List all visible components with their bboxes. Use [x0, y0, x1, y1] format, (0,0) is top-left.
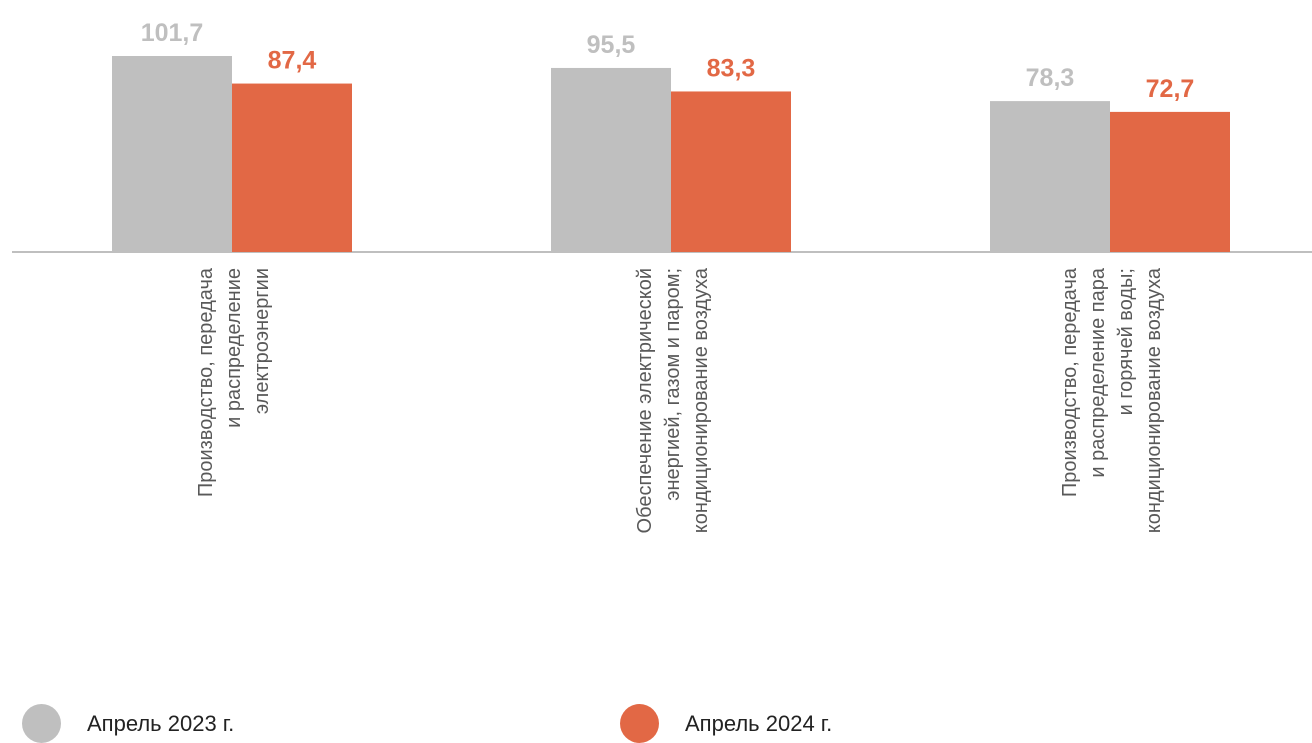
data-label-2023-2: 95,5 — [587, 31, 636, 59]
category-label-1-line-2: и распределение — [223, 268, 245, 428]
data-label-2024-2: 83,3 — [707, 54, 756, 82]
category-label-3-line-2: и распределение пара — [1087, 267, 1109, 478]
bar-2024-2 — [671, 91, 791, 253]
bar-2023-2 — [551, 67, 671, 252]
category-label-3-line-4: кондиционирование воздуха — [1143, 267, 1165, 533]
category-label-1-line-1: Производство, передача — [195, 267, 217, 497]
data-label-2023-3: 78,3 — [1026, 64, 1075, 92]
category-label-3-line-3: и горячей воды; — [1115, 268, 1137, 415]
legend-marker-2024 — [620, 704, 659, 743]
bar-2023-1 — [112, 56, 232, 252]
legend-marker-2023 — [22, 704, 61, 743]
category-label-1-line-3: электроэнергии — [251, 268, 273, 414]
category-label-3-line-1: Производство, передача — [1059, 267, 1081, 497]
bar-2023-3 — [990, 101, 1110, 252]
data-label-2024-3: 72,7 — [1146, 75, 1195, 103]
legend-item-2023: Апрель 2023 г. — [22, 704, 234, 743]
data-label-2024-1: 87,4 — [268, 47, 317, 75]
bar-2024-3 — [1110, 111, 1230, 253]
data-label-2023-1: 101,7 — [141, 19, 204, 47]
legend-label-2023: Апрель 2023 г. — [87, 710, 235, 736]
legend-label-2024: Апрель 2024 г. — [685, 710, 833, 736]
legend-item-2024: Апрель 2024 г. — [620, 704, 832, 743]
category-label-2-line-2: энергией, газом и паром; — [662, 268, 684, 501]
category-label-2-line-1: Обеспечение электрической — [634, 268, 656, 533]
bar-2024-1 — [232, 83, 352, 253]
category-label-2-line-3: кондиционирование воздуха — [690, 267, 712, 533]
